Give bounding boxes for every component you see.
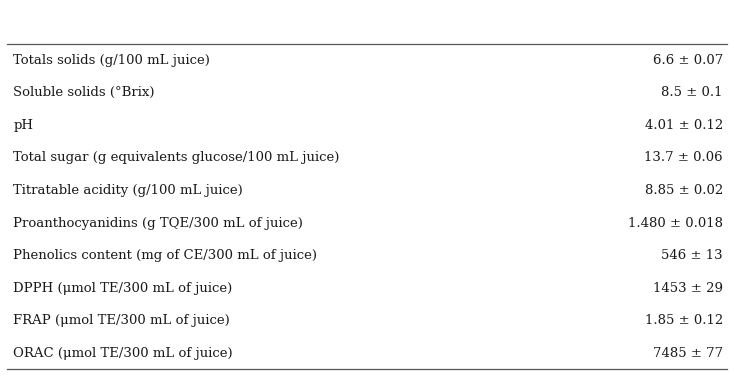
Text: 4.01 ± 0.12: 4.01 ± 0.12 (644, 119, 723, 132)
Text: 546 ± 13: 546 ± 13 (661, 249, 723, 262)
Text: Phenolics content (mg of CE/300 mL of juice): Phenolics content (mg of CE/300 mL of ju… (13, 249, 317, 262)
Text: 1453 ± 29: 1453 ± 29 (653, 281, 723, 295)
Text: 1.85 ± 0.12: 1.85 ± 0.12 (644, 314, 723, 327)
Text: FRAP (μmol TE/300 mL of juice): FRAP (μmol TE/300 mL of juice) (13, 314, 230, 327)
Text: Totals solids (g/100 mL juice): Totals solids (g/100 mL juice) (13, 54, 210, 67)
Text: DPPH (μmol TE/300 mL of juice): DPPH (μmol TE/300 mL of juice) (13, 281, 233, 295)
Text: pH: pH (13, 119, 33, 132)
Text: Soluble solids (°Brix): Soluble solids (°Brix) (13, 86, 155, 99)
Text: Titratable acidity (g/100 mL juice): Titratable acidity (g/100 mL juice) (13, 184, 243, 197)
Text: 8.85 ± 0.02: 8.85 ± 0.02 (644, 184, 723, 197)
Text: ORAC (μmol TE/300 mL of juice): ORAC (μmol TE/300 mL of juice) (13, 347, 233, 360)
Text: Proanthocyanidins (g TQE/300 mL of juice): Proanthocyanidins (g TQE/300 mL of juice… (13, 217, 303, 230)
Text: 13.7 ± 0.06: 13.7 ± 0.06 (644, 152, 723, 164)
Text: 1.480 ± 0.018: 1.480 ± 0.018 (628, 217, 723, 230)
Text: 6.6 ± 0.07: 6.6 ± 0.07 (653, 54, 723, 67)
Text: 8.5 ± 0.1: 8.5 ± 0.1 (661, 86, 723, 99)
Text: 7485 ± 77: 7485 ± 77 (653, 347, 723, 360)
Text: Total sugar (g equivalents glucose/100 mL juice): Total sugar (g equivalents glucose/100 m… (13, 152, 340, 164)
